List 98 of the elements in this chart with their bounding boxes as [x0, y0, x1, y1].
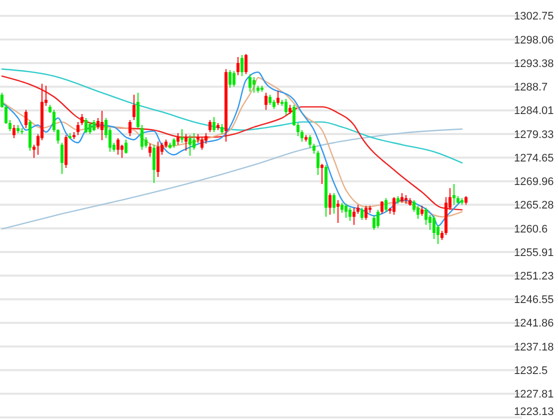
candlestick [300, 130, 304, 142]
candlestick [236, 56, 240, 76]
y-tick-label: 1232.5 [514, 364, 548, 377]
candlestick [392, 196, 396, 216]
candlestick [240, 54, 244, 77]
y-tick-label: 1260.6 [514, 223, 548, 236]
candlestick [308, 134, 312, 148]
y-tick-label: 1237.18 [514, 341, 554, 354]
candlestick [52, 109, 56, 133]
line-series [1, 68, 463, 164]
y-tick-label: 1279.33 [514, 128, 554, 141]
y-tick-label: 1241.86 [514, 318, 554, 330]
y-tick-label: 1246.55 [514, 294, 554, 306]
candlestick [432, 215, 436, 240]
candlestick [212, 116, 216, 133]
candlestick [272, 99, 276, 110]
candlestick [92, 120, 96, 132]
candlestick [400, 192, 404, 204]
candlestick [284, 98, 288, 116]
y-tick-label: 1274.65 [514, 152, 554, 164]
candlestick [204, 132, 208, 144]
candlestick [100, 110, 104, 141]
candlestick [56, 128, 60, 144]
candlestick [264, 92, 268, 110]
y-tick-label: 1265.28 [514, 200, 554, 212]
candlestick [440, 230, 444, 241]
candlestick [380, 200, 384, 214]
candlestick [84, 117, 88, 134]
candlestick [332, 192, 336, 214]
candlestick [200, 136, 204, 150]
y-tick-label: 1269.96 [514, 176, 554, 188]
candlestick [352, 207, 356, 226]
candlestick [276, 90, 280, 106]
candlestick [80, 113, 84, 126]
candlestick [412, 200, 416, 212]
candlestick [228, 70, 232, 88]
candlestick [172, 138, 176, 148]
candlestick [268, 94, 272, 106]
candlestick [336, 200, 340, 224]
candlestick [180, 128, 184, 144]
candlestick [132, 94, 136, 120]
candlestick [184, 134, 188, 152]
candlestick [416, 205, 420, 220]
candlestick [376, 209, 380, 228]
candlestick [356, 204, 360, 214]
candlestick [140, 124, 144, 150]
candlestick [8, 120, 12, 132]
candlestick [116, 138, 120, 156]
candlestick [208, 120, 212, 133]
candlestick [192, 132, 196, 150]
candlestick [188, 134, 192, 156]
candlestick [128, 120, 132, 137]
candlestick [32, 144, 36, 158]
candlestick [320, 163, 324, 185]
candlestick [220, 124, 224, 135]
candlestick [96, 117, 100, 130]
candlestick [176, 132, 180, 146]
candlestick [252, 76, 256, 94]
candlestick [288, 104, 292, 114]
candlestick [372, 215, 376, 230]
candlestick [60, 142, 64, 174]
line-series [1, 128, 463, 230]
candlestick [152, 144, 156, 184]
y-tick-label: 1223.13 [514, 406, 554, 418]
candlestick [428, 214, 432, 230]
candlestick [384, 198, 388, 212]
candlestick [328, 192, 332, 216]
candlestick [296, 122, 300, 137]
candlestick [148, 143, 152, 158]
candlestick [340, 202, 344, 214]
y-tick-label: 1227.81 [514, 388, 554, 401]
y-tick-label: 1255.91 [514, 246, 554, 259]
y-tick-label: 1302.75 [514, 10, 554, 23]
candlestick [344, 203, 348, 218]
candlestick [452, 184, 456, 206]
y-tick-label: 1293.38 [514, 58, 554, 70]
candlestick [76, 122, 80, 136]
candlestick [348, 207, 352, 222]
candlestick [424, 207, 428, 226]
candlestick [420, 205, 424, 216]
y-tick-label: 1298.06 [514, 34, 554, 46]
candlestick [0, 92, 4, 108]
y-tick-label: 1288.7 [514, 82, 548, 94]
candlestick [364, 205, 368, 220]
candlestick [12, 124, 16, 139]
candlestick [88, 122, 92, 135]
y-tick-label: 1284.01 [514, 105, 554, 118]
candlestick [244, 53, 248, 75]
candlestick [232, 70, 236, 88]
y-tick-label: 1251.23 [514, 270, 554, 283]
candlestick [24, 109, 28, 129]
candlestick [316, 150, 320, 176]
candlestick [124, 139, 128, 154]
candlestick [4, 104, 8, 125]
candlestick [248, 74, 252, 92]
candlestick [292, 104, 296, 127]
candlestick [360, 207, 364, 220]
candlestick [312, 143, 316, 154]
